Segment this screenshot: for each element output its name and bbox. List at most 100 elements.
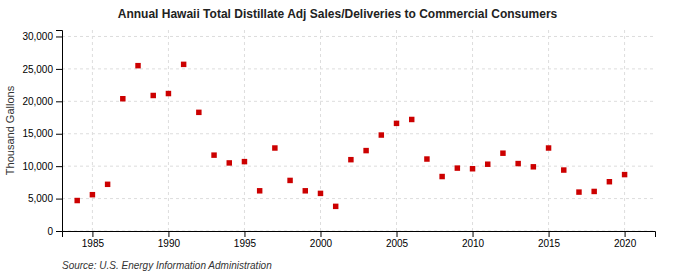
y-tick: 10,000	[22, 161, 62, 172]
y-axis-title: Thousand Gallons	[4, 85, 16, 175]
point	[409, 117, 414, 122]
point	[348, 157, 353, 162]
grid-line	[320, 30, 321, 231]
point	[105, 182, 110, 187]
y-tick: 25,000	[22, 64, 62, 75]
x-tick-mark	[549, 231, 550, 237]
x-tick-mark	[320, 231, 321, 237]
y-tick-label: 30,000	[22, 31, 53, 42]
point	[120, 96, 125, 101]
point	[470, 166, 475, 171]
y-tick: 0	[47, 226, 62, 237]
y-tick-label: 15,000	[22, 128, 53, 139]
point	[257, 188, 262, 193]
grid-line	[624, 30, 625, 231]
y-tick-label: 10,000	[22, 161, 53, 172]
x-tick: 2020	[614, 231, 637, 249]
point	[303, 188, 308, 193]
point	[181, 62, 186, 67]
point	[439, 174, 444, 179]
y-tick-mark	[56, 166, 62, 167]
grid-line	[92, 30, 93, 231]
grid-line	[244, 30, 245, 231]
y-tick: 20,000	[22, 96, 62, 107]
point	[318, 191, 323, 196]
grid-line	[548, 30, 549, 231]
x-tick-label: 1995	[234, 238, 257, 249]
x-tick-label: 2020	[614, 238, 637, 249]
x-tick-mark	[397, 231, 398, 237]
point	[607, 179, 612, 184]
x-tick: 1995	[234, 231, 257, 249]
grid-line	[62, 198, 655, 199]
point	[242, 159, 247, 164]
point	[394, 121, 399, 126]
plot: 1985 1990 1995 2000 2005 2010 2015 2020 0 5,000 10…	[22, 30, 655, 249]
x-tick-label: 2010	[462, 238, 485, 249]
x-tick-mark	[625, 231, 626, 237]
y-tick: 30,000	[22, 31, 62, 42]
y-tick-label: 25,000	[22, 64, 53, 75]
grid-line	[62, 36, 655, 37]
y-tick-label: 0	[47, 226, 53, 237]
point	[531, 164, 536, 169]
x-tick-mark	[168, 231, 169, 237]
chart: 1985 1990 1995 2000 2005 2010 2015 2020 0 5,000 10…	[0, 0, 675, 275]
point	[515, 161, 520, 166]
x-tick-mark	[473, 231, 474, 237]
x-tick: 1990	[158, 231, 181, 249]
x-axis: 1985 1990 1995 2000 2005 2010 2015 2020	[63, 231, 656, 249]
point	[455, 165, 460, 170]
point	[287, 178, 292, 183]
y-tick-label: 5,000	[28, 193, 53, 204]
point	[90, 192, 95, 197]
x-tick: 2000	[310, 231, 333, 249]
point	[591, 189, 596, 194]
point	[546, 145, 551, 150]
grid	[62, 30, 655, 231]
grid-line	[62, 166, 655, 167]
y-tick-label: 20,000	[22, 96, 53, 107]
point	[561, 167, 566, 172]
grid-line	[396, 30, 397, 231]
x-tick-label: 2015	[538, 238, 561, 249]
source: Source: U.S. Energy Information Administ…	[62, 260, 272, 271]
x-tick-label: 2000	[310, 238, 333, 249]
points	[74, 62, 627, 209]
y-tick-mark	[56, 69, 62, 70]
point	[500, 150, 505, 155]
point	[485, 161, 490, 166]
x-tick: 2005	[386, 231, 409, 249]
point	[333, 204, 338, 209]
point	[135, 63, 140, 68]
y-axis: 0 5,000 10,000 15,000 20,000 25,000 30,000	[22, 31, 62, 237]
point	[150, 93, 155, 98]
x-tick-label: 1985	[82, 238, 105, 249]
x-tick-label: 2005	[386, 238, 409, 249]
point	[424, 156, 429, 161]
grid-line	[62, 68, 655, 69]
x-tick-mark	[244, 231, 245, 237]
point	[576, 189, 581, 194]
points-inner	[74, 62, 627, 209]
x-tick: 1985	[82, 231, 105, 249]
point	[74, 198, 79, 203]
x-tick-label: 1990	[158, 238, 181, 249]
point	[363, 148, 368, 153]
point	[379, 132, 384, 137]
y-tick-mark	[56, 101, 62, 102]
grid-line	[62, 101, 655, 102]
grid-line	[472, 30, 473, 231]
point	[272, 145, 277, 150]
grid-line	[62, 133, 655, 134]
y-tick-mark	[56, 199, 62, 200]
point	[196, 110, 201, 115]
point	[166, 91, 171, 96]
y-tick-mark	[56, 134, 62, 135]
title: Annual Hawaii Total Distillate Adj Sales…	[118, 7, 558, 21]
y-tick-mark	[56, 231, 62, 232]
y-tick-mark	[56, 36, 62, 37]
point	[211, 152, 216, 157]
grid-line	[168, 30, 169, 231]
x-tick-mark	[92, 231, 93, 237]
